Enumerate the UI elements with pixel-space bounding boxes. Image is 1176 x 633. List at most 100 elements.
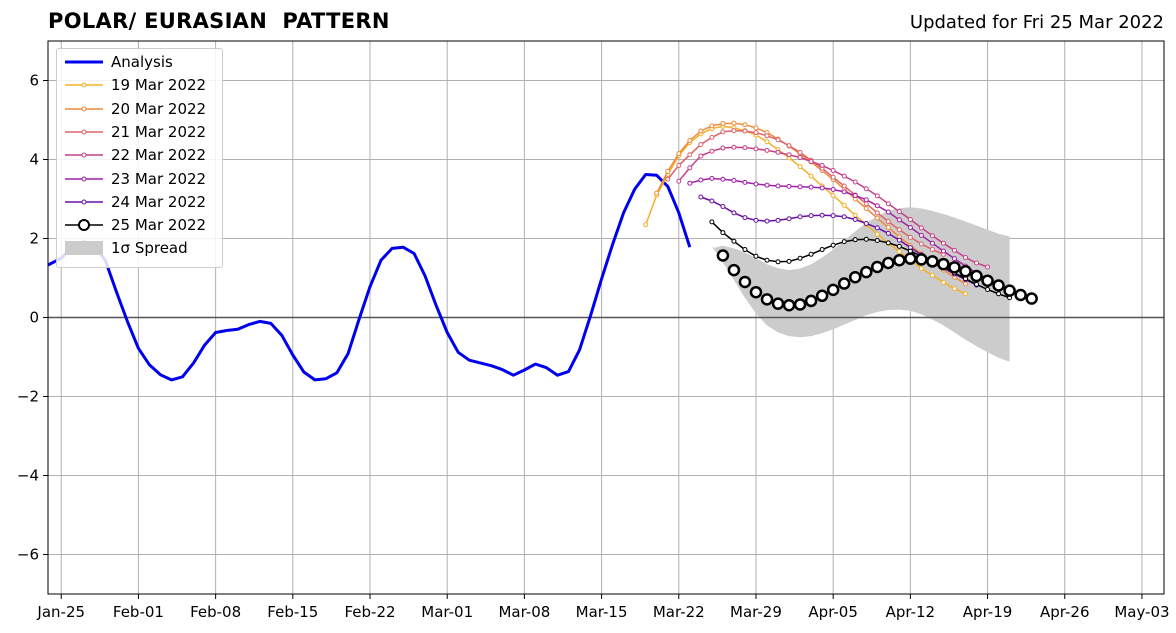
analysis-series [47,173,692,382]
ensemble-mean-point [959,265,972,278]
forecast-point [985,286,991,292]
legend-swatch-marker [81,176,87,181]
legend-swatch [65,199,103,205]
legend-label: Analysis [111,53,173,71]
forecast-point [940,240,946,246]
forecast-point [896,237,902,243]
forecast-point [963,291,969,297]
legend-entry: 23 Mar 2022 [63,169,206,189]
forecast-point [929,240,935,246]
forecast-point [874,215,880,221]
legend-entry: Analysis [63,52,173,72]
forecast-point [720,230,726,236]
forecast-point [786,258,792,264]
ensemble-mean-point [771,297,785,310]
x-tick-label: Mar-01 [421,603,473,621]
forecast-point [720,121,726,127]
forecast-point [940,248,946,254]
forecast-point [808,173,814,179]
x-tick-label: Apr-26 [1040,603,1090,621]
forecast-point [974,281,980,287]
ensemble-mean-point [981,274,994,288]
forecast-point [731,144,737,150]
ensemble-mean-point [804,294,818,308]
forecast-point [918,241,924,247]
x-tick-label: Mar-15 [576,603,628,621]
forecast-point [885,201,891,207]
ensemble-mean-point [815,289,829,303]
forecast-point [907,224,913,230]
forecast-point [863,197,869,203]
analysis-line [47,173,692,382]
forecast-point [885,230,891,236]
forecast-point [874,231,880,237]
y-tick-label: 6 [29,72,39,90]
forecast-point [874,203,880,209]
ensemble-mean-point [915,253,928,266]
forecast-point [874,237,880,243]
legend-swatch-marker [81,129,87,135]
ensemble-mean-point [837,277,851,290]
forecast-point [709,123,715,129]
y-tick-label: 0 [29,309,39,327]
forecast-point [974,260,980,266]
forecast-point [764,133,770,139]
forecast-point [885,224,891,230]
forecast-point [918,266,924,272]
forecast-point [786,152,792,158]
forecast-point [918,225,924,231]
forecast-point [841,214,847,220]
forecast-point [786,216,792,222]
forecast-point [797,155,803,161]
forecast-point [665,176,671,182]
forecast-point [775,137,781,143]
ensemble-mean-point [948,261,961,274]
forecast-point [863,205,869,211]
legend-entry: 19 Mar 2022 [63,75,206,95]
forecast-point [996,291,1002,297]
forecast-point [918,232,924,238]
legend-label: 25 Mar 2022 [111,216,207,235]
legend-label: 1σ Spread [111,239,188,258]
legend-entry: 22 Mar 2022 [63,145,206,165]
x-tick-label: Apr-12 [886,603,936,621]
forecast-point [753,125,759,131]
y-tick-label: 2 [29,230,39,248]
forecast-point [775,149,781,155]
legend-swatch-marker [81,82,87,88]
forecast-point [665,168,671,174]
forecast-point [841,183,847,189]
legend-entry: 1σ Spread [63,238,188,258]
x-tick-label: Apr-19 [963,603,1013,621]
forecast-point [885,240,891,246]
forecast-point [676,162,682,168]
forecast-point [797,149,803,155]
forecast-point [764,139,770,145]
forecast-point [709,175,715,181]
forecast-point [731,177,737,183]
ensemble-mean-point [727,263,741,277]
legend-swatch-marker [78,219,90,232]
ensemble-mean-point [782,299,796,312]
forecast-point [874,193,880,199]
forecast-point [830,192,836,198]
forecast-point [896,249,902,255]
forecast-point [830,174,836,180]
forecast-point [797,255,803,261]
forecast-point [874,210,880,216]
forecast-point [709,148,715,154]
forecast-point [709,134,715,140]
forecast-point [720,129,726,135]
forecast-point [852,237,858,243]
ensemble-mean-point [1003,284,1016,297]
ensemble-mean-point [848,270,862,284]
forecast-point [885,209,891,215]
forecast-point [797,164,803,170]
y-tick-label: −4 [17,467,39,485]
legend-swatch [65,152,103,158]
axes-frame [43,40,1165,599]
ensemble-mean-point [893,253,906,267]
forecast-point [830,242,836,248]
forecast-point [819,162,825,168]
x-tick-label: Mar-08 [498,603,550,621]
